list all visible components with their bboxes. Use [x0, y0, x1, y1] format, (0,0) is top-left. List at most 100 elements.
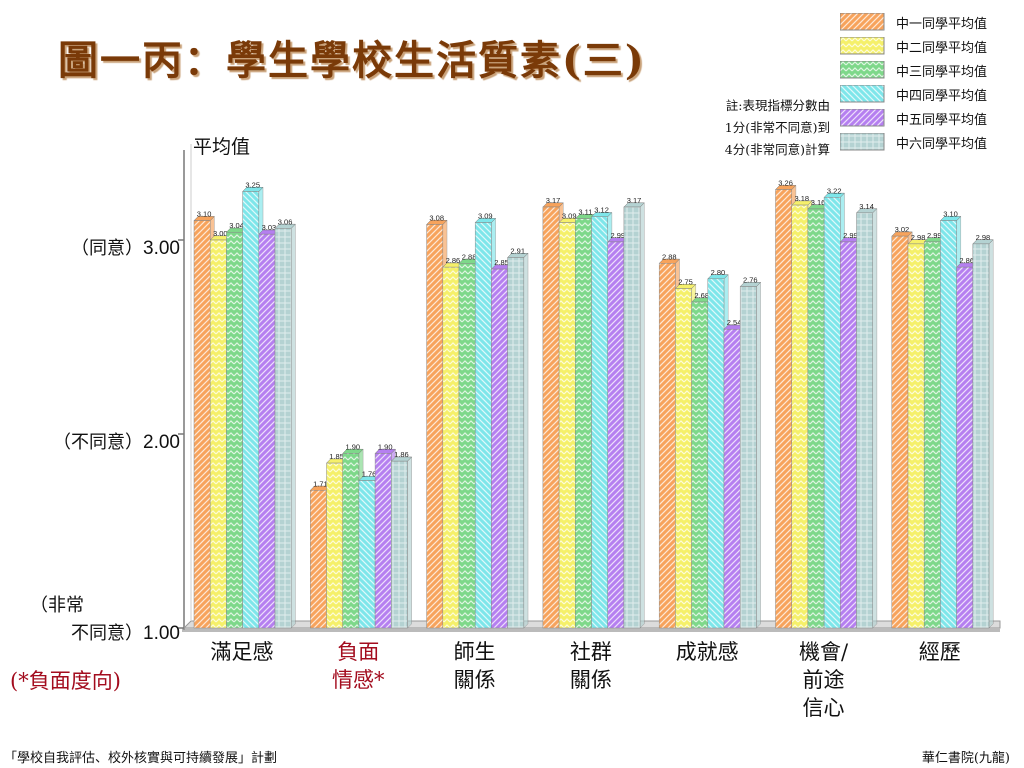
legend-item: 中三同學平均值 [840, 58, 987, 82]
legend-label: 中六同學平均值 [896, 136, 988, 152]
bar-front [474, 222, 492, 629]
negative-direction-note: (*負面度向) [10, 669, 121, 693]
x-category-label: 負面 情感* [318, 638, 398, 694]
bar-side [407, 456, 412, 629]
bar-front [310, 490, 327, 629]
bar-front [209, 239, 227, 629]
bar-front [342, 453, 360, 629]
data-label: 3.00 [213, 229, 228, 238]
y-axis-title: 平均值 [193, 136, 251, 158]
legend-swatch [840, 84, 885, 102]
bar-front [923, 241, 941, 629]
legend-item: 中一同學平均值 [840, 10, 987, 34]
data-label: 1.90 [378, 442, 393, 451]
data-label: 2.88 [462, 252, 477, 261]
y-tick-value: 1.00 [143, 623, 180, 644]
data-label: 3.17 [546, 196, 561, 205]
bar-front [542, 206, 560, 629]
data-label: 2.68 [694, 291, 709, 300]
bar-side [872, 208, 878, 629]
bar-front [691, 301, 709, 629]
data-label: 3.18 [794, 194, 809, 203]
data-label: 3.10 [197, 210, 212, 219]
y-tick-prefix: （同意） [71, 238, 144, 259]
data-label: 3.26 [778, 179, 793, 188]
x-category-label-line: 社群 [569, 640, 612, 664]
bar-front [591, 216, 608, 629]
data-label: 2.80 [711, 268, 726, 277]
bar-front [426, 224, 444, 629]
data-label: 1.71 [313, 479, 328, 488]
bar-front [823, 197, 841, 629]
data-label: 3.10 [943, 210, 958, 219]
data-label: 3.25 [245, 181, 260, 190]
y-tick-label: （非常 不同意）1.00 [20, 592, 180, 648]
data-label: 2.88 [662, 252, 677, 261]
bar-side [756, 281, 761, 629]
x-category-label: 成就感 [667, 638, 747, 666]
bar-front [226, 231, 243, 629]
x-category-label: 滿足感 [202, 638, 282, 666]
bar-front [739, 286, 757, 629]
bar-front [675, 288, 692, 629]
bar-front [274, 228, 292, 629]
x-category-label-line: 成就感 [675, 640, 739, 664]
y-tick-value: 2.00 [143, 432, 180, 453]
x-category-label-line: 機會/ [798, 640, 849, 664]
legend-swatch [840, 132, 885, 150]
page-title: 圖一丙：學生學校生活質素(三) [58, 37, 646, 84]
x-category-label: 機會/前途信心 [784, 638, 864, 722]
x-category-label-line: 滿足感 [210, 640, 274, 664]
bar-front [658, 263, 676, 629]
bar: 3.06 [274, 217, 297, 629]
bar: 2.76 [739, 276, 762, 629]
x-category-label: 社群 關係 [551, 638, 631, 694]
legend-swatch [840, 12, 885, 30]
data-label: 2.86 [959, 256, 974, 265]
data-label: 2.98 [911, 233, 926, 242]
data-label: 2.91 [510, 246, 525, 255]
x-category-label-line: 前途 [802, 668, 845, 692]
bar-front [458, 263, 476, 629]
bar-front [607, 241, 625, 629]
data-label: 2.99 [610, 231, 625, 240]
data-label: 3.17 [627, 196, 642, 205]
data-label: 2.54 [727, 318, 742, 327]
y-tick-label: （同意）3.00 [20, 234, 180, 260]
bar: 3.17 [623, 196, 645, 629]
scoring-note-line: 註:表現指標分數由 [725, 98, 830, 113]
x-category-label-line: 師生 [453, 640, 496, 664]
legend-label: 中二同學平均值 [896, 40, 988, 56]
y-tick-prefix: （不同意） [53, 432, 144, 453]
bar: 2.98 [972, 233, 994, 629]
x-category-label-line: 關係 [453, 668, 496, 692]
bar: 1.86 [390, 450, 413, 629]
bar-front [956, 266, 974, 629]
legend-item: 中六同學平均值 [840, 130, 987, 154]
footer-project: 「學校自我評估、校外核實與可持續發展」計劃 [4, 751, 278, 766]
bar-front [891, 235, 909, 629]
x-category-label-line: 經歷 [918, 640, 961, 664]
bar-front [723, 328, 741, 629]
data-label: 3.06 [278, 217, 293, 226]
x-category-label-line: 信心 [802, 696, 845, 720]
data-label: 3.08 [429, 213, 444, 222]
legend-item: 中四同學平均值 [840, 82, 987, 106]
bar: 3.14 [855, 202, 878, 629]
data-label: 3.09 [478, 212, 493, 221]
legend-label: 中三同學平均值 [896, 64, 988, 80]
footer-school: 華仁書院(九龍) [921, 751, 1010, 766]
x-category-label-line: 關係 [569, 668, 612, 692]
bar-front [575, 218, 592, 629]
bar-front [791, 204, 809, 629]
bar-front [193, 220, 211, 629]
data-label: 1.76 [362, 470, 377, 479]
bar: 2.91 [506, 246, 529, 629]
bar-front [907, 243, 925, 629]
data-label: 3.11 [578, 208, 592, 217]
data-label: 2.75 [678, 278, 693, 287]
data-label: 1.90 [345, 442, 360, 451]
x-category-label: 師生 關係 [435, 638, 515, 694]
bar-front [707, 278, 725, 629]
data-label: 1.86 [394, 450, 409, 459]
